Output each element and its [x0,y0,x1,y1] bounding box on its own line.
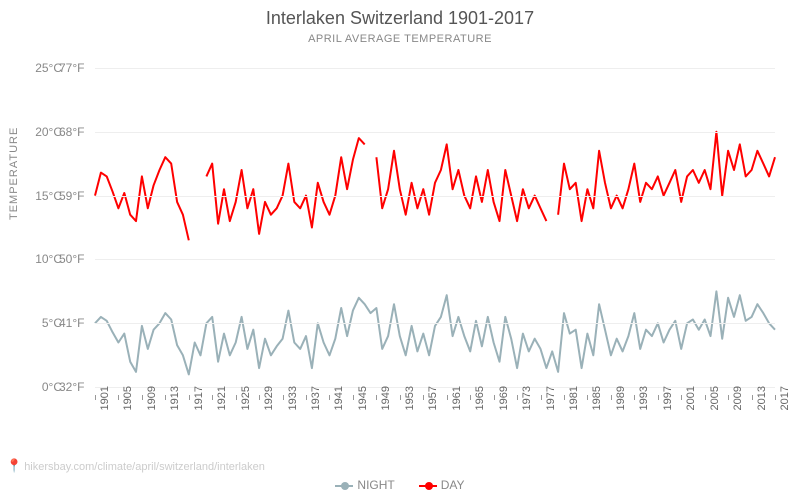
x-tick-mark [306,395,307,400]
y-tick-fahrenheit: 50°F [59,252,99,266]
x-tick-mark [212,395,213,400]
x-tick-mark [165,395,166,400]
x-tick-label: 1961 [451,386,463,426]
x-tick-mark [564,395,565,400]
x-tick-mark [541,395,542,400]
x-tick-label: 1929 [263,386,275,426]
x-tick-mark [236,395,237,400]
x-tick-label: 1925 [240,386,252,426]
x-tick-mark [775,395,776,400]
legend-item: DAY [419,478,465,492]
x-tick-label: 1997 [662,386,674,426]
x-tick-label: 2005 [709,386,721,426]
x-tick-mark [118,395,119,400]
y-tick-fahrenheit: 68°F [59,125,99,139]
x-tick-mark [658,395,659,400]
x-tick-label: 1977 [545,386,557,426]
series-line [558,132,775,221]
x-tick-label: 1933 [287,386,299,426]
x-tick-mark [587,395,588,400]
gridline [95,68,775,69]
x-tick-label: 1913 [169,386,181,426]
y-tick-celsius: 10°C [17,252,62,266]
y-tick-celsius: 25°C [17,61,62,75]
x-tick-label: 1969 [498,386,510,426]
x-tick-label: 2009 [732,386,744,426]
x-tick-mark [329,395,330,400]
x-tick-mark [634,395,635,400]
x-tick-mark [752,395,753,400]
x-tick-label: 2017 [779,386,791,426]
x-tick-mark [400,395,401,400]
x-tick-label: 1949 [380,386,392,426]
x-tick-label: 2001 [685,386,697,426]
y-axis-label: TEMPERATURE [8,127,20,220]
x-tick-label: 1965 [474,386,486,426]
x-tick-mark [142,395,143,400]
x-tick-label: 1917 [193,386,205,426]
pin-icon: 📍 [6,458,22,474]
plot-area [95,55,775,400]
legend-item: NIGHT [335,478,394,492]
chart-svg [95,55,775,400]
legend: NIGHT DAY [0,478,800,492]
x-tick-label: 1993 [638,386,650,426]
legend-marker [419,485,437,487]
x-tick-label: 1981 [568,386,580,426]
x-tick-label: 1985 [591,386,603,426]
x-tick-label: 2013 [756,386,768,426]
chart-title: Interlaken Switzerland 1901-2017 [0,0,800,29]
y-tick-celsius: 15°C [17,189,62,203]
gridline [95,259,775,260]
legend-label: NIGHT [357,478,394,492]
gridline [95,132,775,133]
chart-subtitle: APRIL AVERAGE TEMPERATURE [0,29,800,45]
y-tick-fahrenheit: 77°F [59,61,99,75]
x-tick-mark [611,395,612,400]
x-tick-mark [517,395,518,400]
y-tick-celsius: 0°C [17,380,62,394]
x-tick-mark [283,395,284,400]
x-tick-label: 1973 [521,386,533,426]
x-tick-label: 1905 [122,386,134,426]
x-tick-label: 1909 [146,386,158,426]
gridline [95,323,775,324]
x-tick-mark [494,395,495,400]
x-tick-mark [705,395,706,400]
x-tick-label: 1941 [333,386,345,426]
attribution-text: hikersbay.com/climate/april/switzerland/… [24,461,265,473]
attribution: 📍hikersbay.com/climate/april/switzerland… [6,458,265,474]
x-tick-label: 1937 [310,386,322,426]
x-tick-mark [470,395,471,400]
x-tick-label: 1921 [216,386,228,426]
x-tick-label: 1901 [99,386,111,426]
x-tick-mark [353,395,354,400]
x-tick-label: 1989 [615,386,627,426]
x-tick-mark [728,395,729,400]
legend-marker [335,485,353,487]
gridline [95,196,775,197]
x-tick-label: 1957 [427,386,439,426]
y-tick-fahrenheit: 32°F [59,380,99,394]
legend-label: DAY [441,478,465,492]
x-tick-mark [376,395,377,400]
chart-container: Interlaken Switzerland 1901-2017 APRIL A… [0,0,800,500]
x-tick-label: 1953 [404,386,416,426]
x-tick-label: 1945 [357,386,369,426]
x-tick-mark [259,395,260,400]
x-tick-mark [423,395,424,400]
series-line [376,144,546,221]
y-tick-fahrenheit: 59°F [59,189,99,203]
x-tick-mark [681,395,682,400]
y-tick-celsius: 5°C [17,316,62,330]
x-tick-mark [95,395,96,400]
x-tick-mark [189,395,190,400]
x-tick-mark [447,395,448,400]
y-tick-fahrenheit: 41°F [59,316,99,330]
series-line [95,291,775,374]
series-line [206,138,364,234]
y-tick-celsius: 20°C [17,125,62,139]
series-line [95,157,189,240]
